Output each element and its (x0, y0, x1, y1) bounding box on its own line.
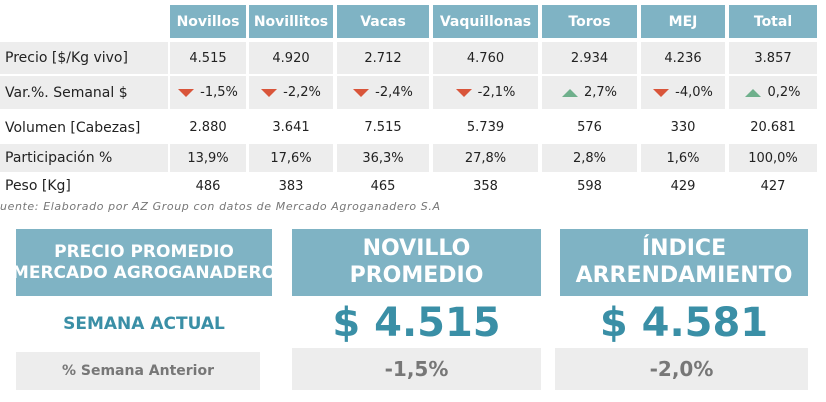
panel-value: $ 4.515 (332, 300, 501, 346)
column-header: Vacas (337, 5, 429, 38)
trend-icon (353, 88, 370, 97)
cell-text: -4,0% (675, 85, 713, 100)
source-note: uente: Elaborado por AZ Group con datos … (0, 200, 441, 213)
cell: -2,2% (249, 76, 333, 109)
cell: 3.857 (729, 42, 817, 74)
cell: 2.880 (189, 120, 227, 135)
panel-change: -1,5% (292, 348, 541, 390)
trend-icon (653, 88, 670, 97)
panel-title: ÍNDICE ARRENDAMIENTO (560, 229, 808, 296)
cell: 20.681 (750, 120, 796, 135)
panel-title: PRECIO PROMEDIO MERCADO AGROGANADERO (12, 229, 276, 296)
panel-title-line: MERCADO AGROGANADERO (11, 262, 277, 283)
trend-icon (745, 88, 762, 97)
row-label: Var.%. Semanal $ (0, 76, 168, 109)
column-header: Novillitos (249, 5, 333, 38)
cell: -2,4% (337, 76, 429, 109)
cell: 383 (278, 178, 304, 194)
row-label: Participación % (0, 144, 168, 172)
cell: 486 (195, 178, 221, 194)
column-header: Novillos (170, 5, 246, 38)
cell: -2,1% (433, 76, 538, 109)
panel-title-line: ARRENDAMIENTO (575, 262, 793, 288)
column-header: Toros (542, 5, 637, 38)
cell: 36,3% (337, 144, 429, 172)
trend-icon (455, 88, 472, 97)
panel-title-line: NOVILLO (362, 236, 471, 262)
cell: 3.641 (272, 120, 310, 135)
panel-change: -2,0% (555, 348, 808, 390)
column-header: Vaquillonas (433, 5, 538, 38)
cell: 17,6% (249, 144, 333, 172)
cell: 4.236 (641, 42, 725, 74)
row-label: Peso [Kg] (5, 178, 71, 194)
panel-title-line: ÍNDICE (641, 236, 727, 262)
cell-text: 0,2% (767, 85, 801, 100)
cell: -4,0% (641, 76, 725, 109)
cell: 429 (670, 178, 696, 194)
panel-title-line: PRECIO PROMEDIO (54, 242, 234, 263)
column-header: Total (729, 5, 817, 38)
cell: 4.920 (249, 42, 333, 74)
column-header: MEJ (641, 5, 725, 38)
trend-icon (178, 88, 195, 97)
cell: 100,0% (729, 144, 817, 172)
cell: 4.515 (170, 42, 246, 74)
row-label: Volumen [Cabezas] (5, 119, 141, 136)
panel-label: SEMANA ACTUAL (63, 314, 225, 334)
cell: 0,2% (729, 76, 817, 109)
panel-value: $ 4.581 (599, 300, 769, 346)
cell-text: -2,4% (375, 85, 413, 100)
cell: 576 (577, 120, 602, 135)
cell: 5.739 (466, 120, 505, 135)
cell-text: -2,1% (477, 85, 516, 100)
cell: 27,8% (433, 144, 538, 172)
cell: 465 (370, 178, 396, 194)
row-label: Precio [$/Kg vivo] (0, 42, 168, 74)
cell: 2.934 (542, 42, 637, 74)
cell-text: 2,7% (583, 85, 618, 100)
cell: 358 (473, 178, 498, 194)
cell: 427 (760, 178, 786, 194)
cell: 2,8% (542, 144, 637, 172)
cell: 2,7% (542, 76, 637, 109)
cell: 7.515 (364, 120, 402, 135)
cell-text: -2,2% (283, 85, 321, 100)
cell: -1,5% (170, 76, 246, 109)
cell-text: -1,5% (200, 85, 238, 100)
trend-icon (261, 88, 278, 97)
trend-icon (561, 88, 578, 97)
cell: 598 (577, 178, 602, 194)
panel-change: % Semana Anterior (16, 352, 260, 390)
panel-title-line: PROMEDIO (349, 262, 484, 288)
cell: 13,9% (170, 144, 246, 172)
cell: 1,6% (641, 144, 725, 172)
cell: 2.712 (337, 42, 429, 74)
cell: 330 (670, 120, 696, 135)
cell: 4.760 (433, 42, 538, 74)
panel-title: NOVILLO PROMEDIO (292, 229, 541, 296)
